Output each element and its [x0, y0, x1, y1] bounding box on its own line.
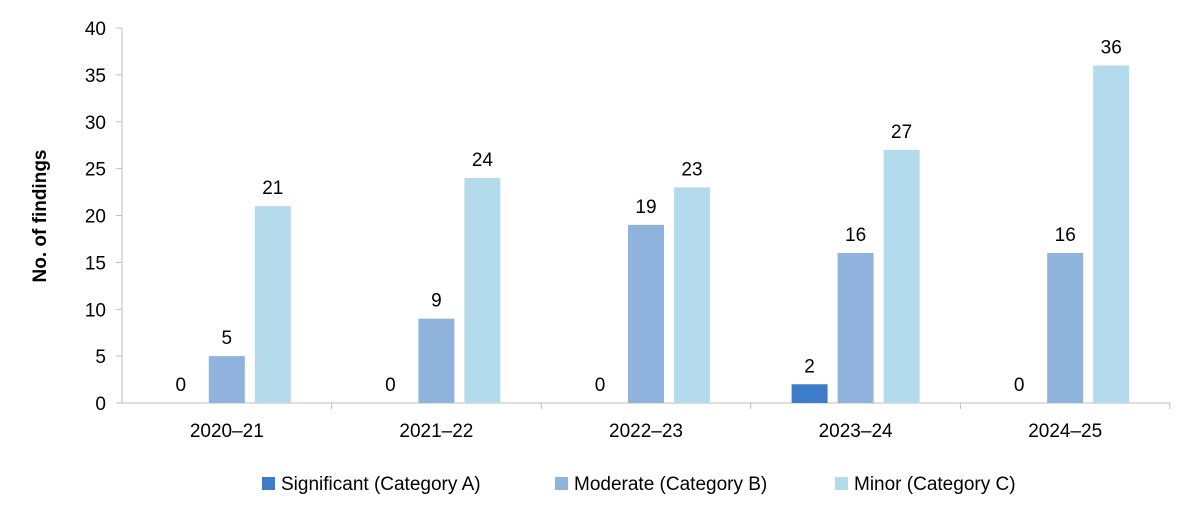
- x-axis-ticks: 2020–21 2021–22 2022–23 2023–24 2024–25: [190, 403, 1171, 442]
- bar-3-5: [1093, 65, 1130, 403]
- legend-swatch: [262, 477, 275, 490]
- bar-2-5: [1047, 253, 1084, 403]
- data-label: 0: [1014, 375, 1025, 396]
- data-label: 21: [262, 178, 283, 199]
- data-label: 2: [804, 356, 815, 377]
- data-labels: 0 5 21 0 9 24 0 19 23 2 16 27 0 16 36: [176, 38, 1122, 397]
- x-tick-label: 2020–21: [190, 421, 264, 442]
- legend-swatch: [555, 477, 568, 490]
- legend-swatch: [835, 477, 848, 490]
- bar-2-1: [208, 356, 245, 403]
- y-tick-label: 15: [85, 253, 106, 274]
- legend-label: Minor (Category C): [854, 474, 1016, 495]
- data-label: 19: [635, 197, 656, 218]
- bar-3-4: [883, 149, 920, 403]
- data-label: 27: [891, 122, 912, 143]
- y-tick-label: 35: [85, 66, 106, 87]
- y-tick-label: 30: [85, 113, 106, 134]
- y-tick-label: 20: [85, 207, 106, 228]
- legend-label: Moderate (Category B): [574, 474, 767, 495]
- y-tick-label: 25: [85, 160, 106, 181]
- y-axis-title: No. of findings: [30, 150, 51, 283]
- bar-3-2: [464, 178, 501, 403]
- bar-3-3: [674, 187, 710, 403]
- y-tick-label: 5: [95, 347, 106, 368]
- data-label: 36: [1101, 38, 1122, 59]
- x-tick-label: 2022–23: [609, 421, 683, 442]
- data-label: 9: [431, 291, 442, 312]
- data-label: 5: [222, 328, 233, 349]
- bar-2-4: [837, 253, 874, 403]
- bar-1-4: [791, 384, 828, 403]
- bar-2-2: [418, 318, 455, 403]
- bar-2-3: [628, 224, 664, 403]
- y-axis-ticks: 0 5 10 15 20 25 30 35 40: [85, 19, 122, 415]
- data-label: 0: [595, 375, 606, 396]
- x-tick-label: 2023–24: [819, 421, 893, 442]
- bars: [208, 65, 1130, 403]
- bar-3-1: [254, 206, 291, 403]
- legend: Significant (Category A) Moderate (Catego…: [262, 474, 1016, 495]
- data-label: 0: [385, 375, 396, 396]
- y-tick-label: 0: [95, 394, 106, 415]
- legend-label: Significant (Category A): [281, 474, 481, 495]
- data-label: 23: [681, 159, 702, 180]
- x-tick-label: 2024–25: [1028, 421, 1102, 442]
- data-label: 16: [1055, 225, 1076, 246]
- y-tick-label: 40: [85, 19, 106, 40]
- data-label: 24: [472, 150, 494, 171]
- data-label: 0: [176, 375, 187, 396]
- x-tick-label: 2021–22: [399, 421, 473, 442]
- data-label: 16: [845, 225, 866, 246]
- y-tick-label: 10: [85, 300, 106, 321]
